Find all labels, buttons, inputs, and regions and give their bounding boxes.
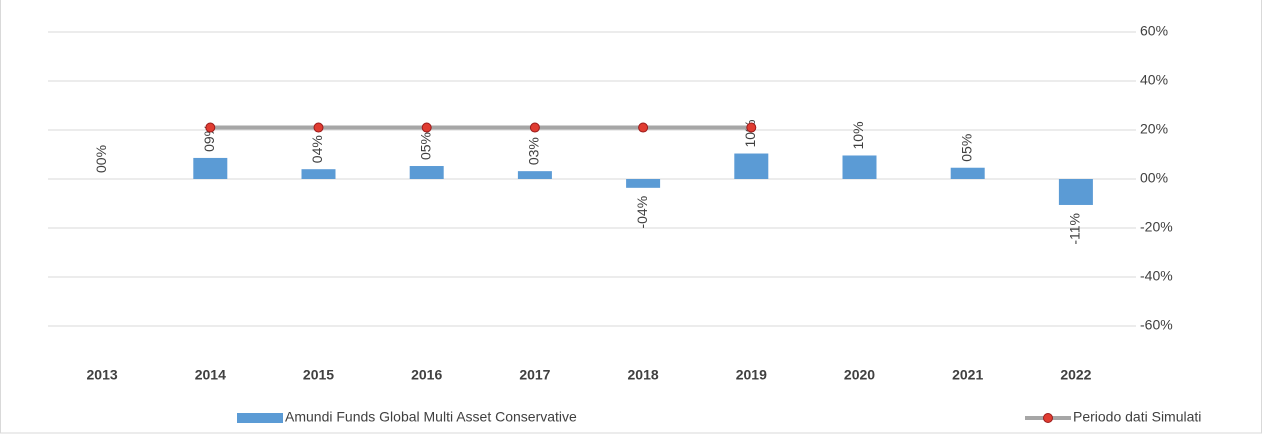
bar [409, 166, 444, 179]
x-tick-label: 2016 [411, 367, 442, 383]
data-label: -11% [1067, 213, 1083, 245]
y-tick-label: -60% [1140, 317, 1173, 333]
x-tick-label: 2022 [1060, 367, 1091, 383]
marker [529, 122, 540, 133]
x-tick-label: 2020 [844, 367, 875, 383]
y-tick-label: 00% [1140, 170, 1168, 186]
data-label: 00% [93, 145, 109, 173]
legend-label: Amundi Funds Global Multi Asset Conserva… [285, 409, 577, 425]
bar [193, 157, 228, 179]
y-tick-label: -40% [1140, 268, 1173, 284]
x-tick-label: 2014 [195, 367, 226, 383]
y-tick-label: 40% [1140, 72, 1168, 88]
bar [734, 153, 769, 179]
y-tick-label: 60% [1140, 23, 1168, 39]
x-tick-label: 2013 [87, 367, 118, 383]
data-label: 05% [958, 134, 974, 162]
data-label: 04% [309, 135, 325, 163]
bar [301, 169, 336, 179]
y-tick-label: -20% [1140, 219, 1173, 235]
bar [950, 167, 985, 179]
x-tick-label: 2018 [628, 367, 659, 383]
y-tick-label: 20% [1140, 121, 1168, 137]
marker [421, 122, 432, 133]
marker [313, 122, 324, 133]
data-label: 10% [850, 121, 866, 149]
legend-label: Periodo dati Simulati [1073, 409, 1201, 425]
legend-swatch [237, 413, 283, 423]
bar [626, 179, 661, 188]
x-tick-label: 2021 [952, 367, 983, 383]
data-label: -04% [634, 196, 650, 229]
marker [205, 122, 216, 133]
marker [638, 122, 649, 133]
bar [517, 171, 552, 179]
bar [1058, 179, 1093, 205]
x-tick-label: 2019 [736, 367, 767, 383]
bar [842, 155, 877, 179]
marker [746, 122, 757, 133]
legend-swatch [1043, 413, 1053, 423]
data-label: 05% [417, 132, 433, 160]
x-tick-label: 2017 [519, 367, 550, 383]
data-label: 03% [526, 137, 542, 165]
x-tick-label: 2015 [303, 367, 334, 383]
